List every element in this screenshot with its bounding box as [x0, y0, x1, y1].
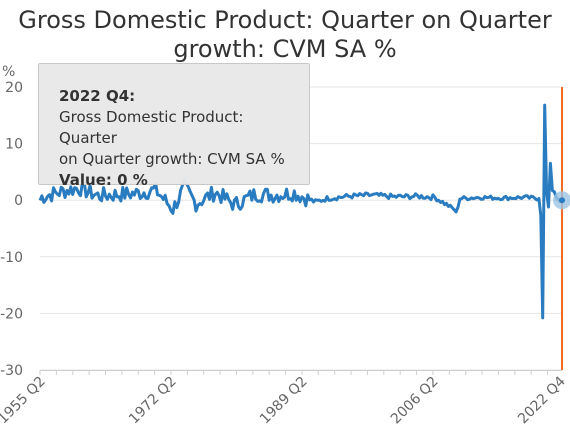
tooltip-period: 2022 Q4: — [59, 87, 136, 105]
x-tick-label: 1989 Q2 — [257, 374, 311, 428]
series-layer — [38, 103, 563, 320]
hover-marker-point[interactable] — [559, 197, 565, 204]
y-tick-label: 20 — [5, 80, 23, 96]
series-line — [38, 103, 563, 320]
y-tick-label: 10 — [5, 137, 23, 153]
x-tick-label: 1972 Q2 — [126, 374, 180, 428]
y-tick-label: -20 — [0, 306, 23, 322]
y-tick-label: 0 — [14, 193, 23, 209]
chart-title-line-2: growth: CVM SA % — [173, 35, 397, 63]
x-tick-label: 2006 Q2 — [388, 374, 442, 428]
chart-tooltip: 2022 Q4: Gross Domestic Product: Quarter… — [38, 63, 310, 189]
y-axis-unit-label: % — [2, 64, 15, 80]
x-tick-label: 2022 Q4 — [515, 373, 569, 427]
chart-title-line-1: Gross Domestic Product: Quarter on Quart… — [18, 6, 552, 34]
tooltip-series-line-2: on Quarter growth: CVM SA % — [59, 150, 285, 168]
chart-title: Gross Domestic Product: Quarter on Quart… — [0, 6, 570, 64]
marker-layer — [553, 191, 570, 210]
x-tick-label: 1955 Q2 — [0, 374, 49, 428]
y-tick-label: -30 — [0, 363, 23, 379]
y-tick-label: -10 — [0, 250, 23, 266]
tooltip-value: Value: 0 % — [59, 171, 148, 189]
tooltip-series-line-1: Gross Domestic Product: Quarter — [59, 108, 244, 147]
